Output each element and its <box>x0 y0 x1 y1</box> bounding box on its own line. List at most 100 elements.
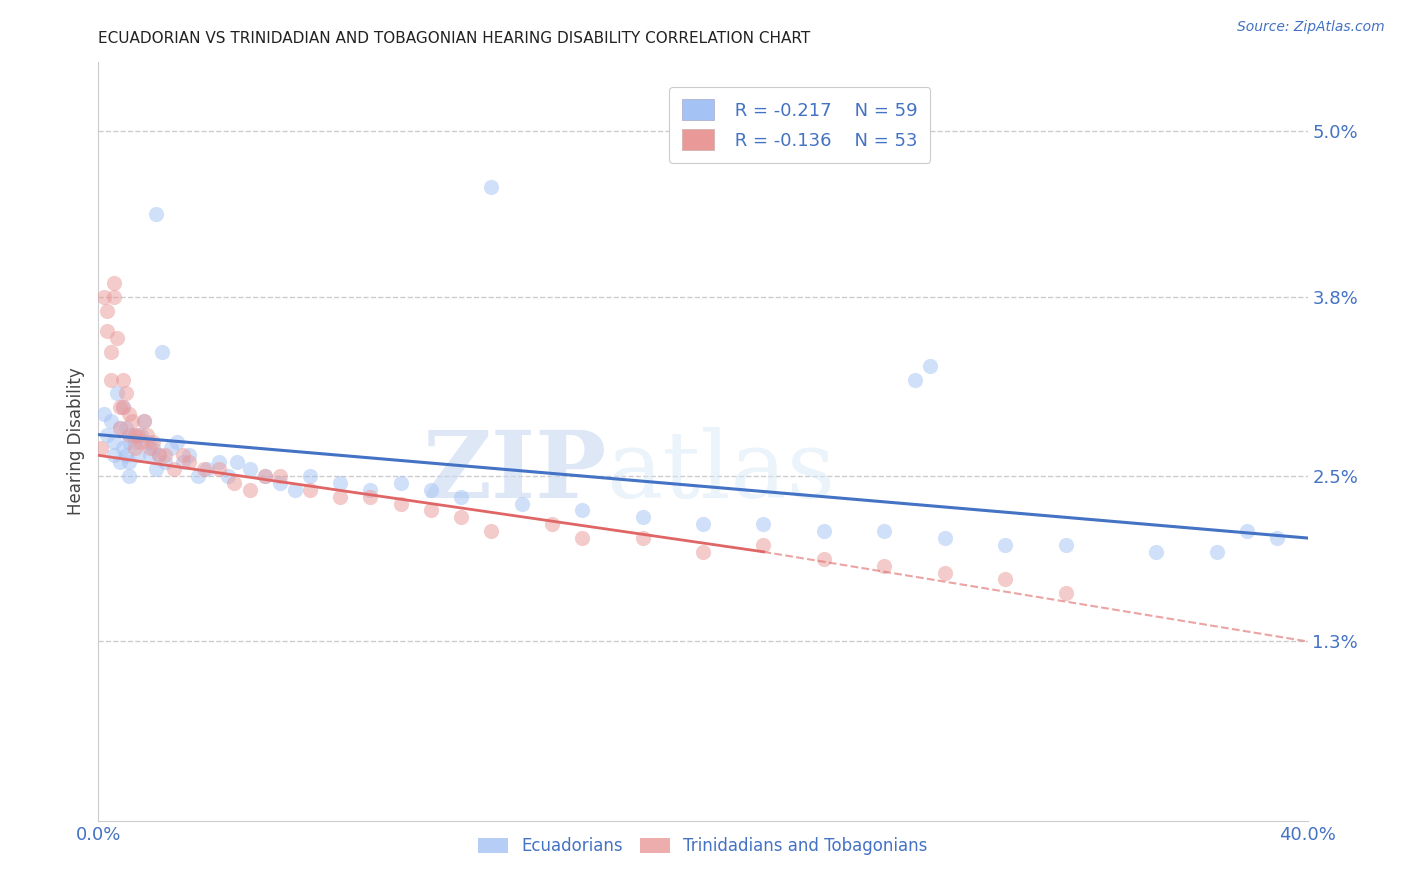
Legend: Ecuadorians, Trinidadians and Tobagonians: Ecuadorians, Trinidadians and Tobagonian… <box>471 830 935 862</box>
Text: ECUADORIAN VS TRINIDADIAN AND TOBAGONIAN HEARING DISABILITY CORRELATION CHART: ECUADORIAN VS TRINIDADIAN AND TOBAGONIAN… <box>98 31 811 46</box>
Point <box>142 442 165 456</box>
Point <box>103 276 125 290</box>
Point <box>631 531 654 545</box>
Point <box>904 372 927 386</box>
Point <box>90 442 112 456</box>
Point <box>692 545 714 559</box>
Point <box>1236 524 1258 538</box>
Point <box>208 455 231 469</box>
Point <box>124 442 146 456</box>
Point <box>389 475 412 490</box>
Point <box>329 490 352 504</box>
Point <box>160 442 183 456</box>
Point <box>121 427 143 442</box>
Point <box>100 414 122 428</box>
Point <box>813 551 835 566</box>
Point <box>96 427 118 442</box>
Point <box>103 434 125 449</box>
Point <box>108 455 131 469</box>
Point <box>100 372 122 386</box>
Point <box>118 427 141 442</box>
Point <box>934 566 956 580</box>
Point <box>299 483 322 497</box>
Point <box>114 448 136 462</box>
Point <box>450 490 472 504</box>
Point <box>114 386 136 401</box>
Point <box>1206 545 1229 559</box>
Point <box>103 290 125 304</box>
Y-axis label: Hearing Disability: Hearing Disability <box>67 368 86 516</box>
Point <box>142 434 165 449</box>
Point <box>631 510 654 524</box>
Point <box>121 414 143 428</box>
Point <box>187 469 209 483</box>
Point <box>118 469 141 483</box>
Point <box>93 290 115 304</box>
Point <box>129 434 152 449</box>
Point <box>1144 545 1167 559</box>
Point <box>118 455 141 469</box>
Text: Source: ZipAtlas.com: Source: ZipAtlas.com <box>1237 20 1385 34</box>
Point <box>105 331 128 345</box>
Point <box>269 475 291 490</box>
Point <box>1054 586 1077 600</box>
Point <box>135 434 157 449</box>
Point <box>172 448 194 462</box>
Point <box>179 448 201 462</box>
Point <box>145 462 167 476</box>
Point <box>360 483 382 497</box>
Point <box>145 207 167 221</box>
Point <box>752 538 775 552</box>
Point <box>172 455 194 469</box>
Point <box>918 359 941 373</box>
Point <box>153 455 176 469</box>
Point <box>127 427 149 442</box>
Point <box>994 573 1017 587</box>
Point <box>873 558 896 573</box>
Point <box>752 517 775 532</box>
Point <box>108 421 131 435</box>
Point <box>193 462 215 476</box>
Point <box>135 427 157 442</box>
Point <box>299 469 322 483</box>
Point <box>1054 538 1077 552</box>
Point <box>226 455 249 469</box>
Point <box>124 427 146 442</box>
Point <box>127 448 149 462</box>
Point <box>329 475 352 490</box>
Point <box>163 462 186 476</box>
Point <box>148 448 170 462</box>
Point <box>132 414 155 428</box>
Point <box>111 372 134 386</box>
Point <box>179 455 201 469</box>
Point <box>114 421 136 435</box>
Text: ZIP: ZIP <box>422 427 606 516</box>
Point <box>166 434 188 449</box>
Point <box>108 400 131 414</box>
Point <box>105 386 128 401</box>
Point <box>111 442 134 456</box>
Point <box>208 462 231 476</box>
Point <box>540 517 562 532</box>
Point <box>111 400 134 414</box>
Point <box>269 469 291 483</box>
Point <box>103 448 125 462</box>
Point <box>253 469 276 483</box>
Point <box>873 524 896 538</box>
Point <box>195 462 218 476</box>
Point <box>450 510 472 524</box>
Point <box>129 427 152 442</box>
Point <box>420 483 443 497</box>
Point <box>420 503 443 517</box>
Point <box>389 497 412 511</box>
Point <box>153 448 176 462</box>
Point <box>571 503 593 517</box>
Point <box>118 407 141 421</box>
Point <box>481 524 503 538</box>
Point <box>994 538 1017 552</box>
Point <box>284 483 307 497</box>
Point <box>132 414 155 428</box>
Point <box>139 442 162 456</box>
Point <box>118 434 141 449</box>
Point <box>96 324 118 338</box>
